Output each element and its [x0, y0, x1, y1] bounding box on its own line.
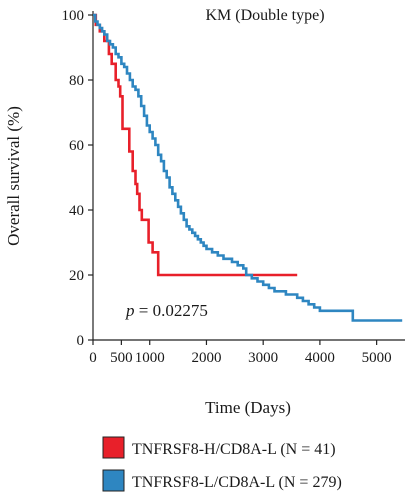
x-tick-label: 1000 [135, 350, 165, 366]
p-value-text: = 0.02275 [135, 301, 208, 320]
chart-title: KM (Double type) [205, 7, 324, 24]
legend-label: TNFRSF8-L/CD8A-L (N = 279) [132, 474, 342, 491]
y-tick-label: 40 [69, 203, 84, 219]
series-lines [93, 13, 403, 322]
series-line-2 [93, 13, 403, 322]
axes [92, 11, 405, 341]
y-tick-label: 100 [62, 8, 85, 24]
y-tick-label: 0 [77, 333, 85, 349]
x-ticks: 0 500 1000 2000 3000 4000 5000 [89, 340, 392, 366]
x-tick-label: 4000 [305, 350, 335, 366]
x-tick-label: 500 [110, 350, 133, 366]
y-tick-label: 80 [69, 73, 84, 89]
x-tick-label: 2000 [191, 350, 221, 366]
y-tick-label: 60 [69, 138, 84, 154]
legend-label: TNFRSF8-H/CD8A-L (N = 41) [132, 441, 336, 458]
legend-swatch [102, 469, 125, 492]
p-value-annotation: p = 0.02275 [125, 301, 208, 320]
p-symbol: p [125, 301, 135, 320]
x-axis-label: Time (Days) [205, 398, 291, 417]
series-line-1 [93, 13, 298, 277]
legend-swatch [102, 436, 125, 459]
y-axis-label: Overall survival (%) [4, 106, 23, 246]
x-tick-label: 3000 [248, 350, 278, 366]
y-tick-label: 20 [69, 268, 84, 284]
legend: TNFRSF8-H/CD8A-L (N = 41) TNFRSF8-L/CD8A-… [102, 436, 342, 492]
x-tick-label: 0 [89, 350, 97, 366]
x-tick-label: 5000 [362, 350, 392, 366]
y-ticks: 0 20 40 60 80 100 [62, 8, 93, 349]
